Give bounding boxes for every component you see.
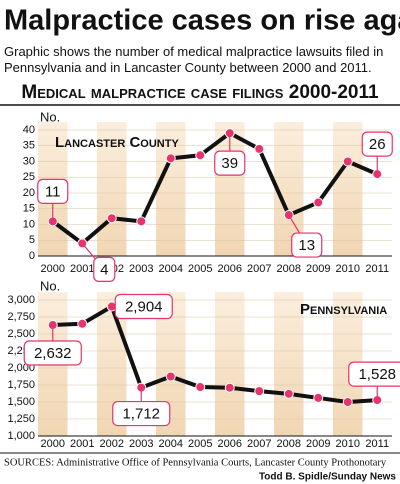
y-tick-label: 20 bbox=[23, 187, 35, 199]
x-tick-label: 2006 bbox=[218, 263, 242, 275]
y-tick-label: 2,500 bbox=[7, 328, 35, 340]
data-label: 1,528 bbox=[358, 366, 396, 383]
column-band bbox=[156, 122, 186, 256]
point bbox=[136, 216, 147, 227]
x-tick-label: 2007 bbox=[247, 438, 271, 450]
x-tick-label: 2011 bbox=[365, 438, 389, 450]
x-tick-label: 2009 bbox=[306, 263, 330, 275]
y-tick-label: 1,750 bbox=[7, 379, 35, 391]
data-label: 2,904 bbox=[125, 298, 163, 315]
point bbox=[313, 197, 324, 208]
y-tick-label: 40 bbox=[23, 124, 35, 136]
data-label: 11 bbox=[45, 183, 61, 200]
x-tick-label: 2000 bbox=[41, 263, 65, 275]
x-tick-label: 2008 bbox=[277, 438, 301, 450]
x-tick-label: 2010 bbox=[336, 263, 360, 275]
point bbox=[313, 392, 324, 403]
y-tick-label: 2,750 bbox=[7, 311, 35, 323]
y-tick-label: 1,000 bbox=[7, 430, 35, 442]
column-band bbox=[333, 122, 363, 256]
y-axis-label: No. bbox=[40, 278, 60, 293]
callout-box bbox=[291, 232, 323, 258]
subtitle: Graphic shows the number of medical malp… bbox=[4, 44, 384, 75]
x-tick-label: 2001 bbox=[70, 438, 94, 450]
credit: Todd B. Spidle/Sunday News bbox=[259, 472, 396, 483]
point bbox=[342, 397, 353, 407]
point bbox=[195, 382, 206, 393]
column-band bbox=[97, 122, 127, 256]
y-tick-label: 30 bbox=[23, 155, 35, 167]
y-tick-label: 1,500 bbox=[7, 396, 35, 408]
point bbox=[283, 388, 294, 399]
point bbox=[224, 382, 235, 393]
x-tick-label: 2004 bbox=[159, 263, 183, 275]
point bbox=[195, 150, 206, 161]
y-tick-label: 35 bbox=[23, 140, 35, 152]
x-tick-label: 2003 bbox=[129, 438, 153, 450]
x-tick-label: 2004 bbox=[159, 438, 183, 450]
callout-box bbox=[37, 178, 69, 204]
y-tick-label: 15 bbox=[23, 203, 35, 215]
x-tick-label: 2005 bbox=[188, 438, 212, 450]
x-tick-label: 2008 bbox=[277, 263, 301, 275]
data-label: 4 bbox=[100, 261, 108, 278]
heading: Medical malpractice case filings 2000-20… bbox=[21, 82, 379, 103]
x-tick-label: 2006 bbox=[218, 438, 242, 450]
x-tick-label: 2011 bbox=[365, 263, 389, 275]
callout-box bbox=[214, 150, 246, 176]
column-band bbox=[274, 292, 304, 436]
line bbox=[51, 131, 379, 246]
y-tick-label: 1,250 bbox=[7, 413, 35, 425]
y-axis-label: No. bbox=[40, 109, 60, 124]
data-label: 1,712 bbox=[122, 406, 160, 423]
x-tick-label: 2003 bbox=[129, 263, 153, 275]
callout-box bbox=[348, 361, 400, 387]
callout-box bbox=[93, 256, 116, 282]
point bbox=[342, 156, 353, 167]
data-label: 2,632 bbox=[34, 345, 72, 362]
x-tick-label: 2000 bbox=[41, 438, 65, 450]
data-label: 39 bbox=[221, 155, 238, 172]
callout-box bbox=[361, 131, 393, 157]
callout-box bbox=[23, 340, 82, 366]
subtitle-box: Graphic shows the number of medical malp… bbox=[4, 44, 384, 75]
series-label: Lancaster County bbox=[55, 134, 179, 151]
y-tick-label: 25 bbox=[23, 171, 35, 183]
y-tick-label: 5 bbox=[29, 234, 35, 246]
data-label: 26 bbox=[369, 136, 386, 153]
y-tick-label: 0 bbox=[29, 250, 35, 262]
series-label: Pennsylvania bbox=[300, 301, 387, 318]
point bbox=[77, 318, 88, 329]
x-tick-label: 2002 bbox=[100, 438, 124, 450]
callout-box bbox=[114, 293, 173, 320]
x-tick-label: 2007 bbox=[247, 263, 271, 275]
title: Malpractice cases on rise again bbox=[4, 5, 400, 37]
x-tick-label: 2009 bbox=[306, 438, 330, 450]
y-tick-label: 3,000 bbox=[7, 294, 35, 306]
y-tick-label: 10 bbox=[23, 218, 35, 230]
point bbox=[254, 143, 265, 154]
column-band bbox=[215, 292, 245, 436]
point bbox=[106, 213, 117, 224]
x-tick-label: 2001 bbox=[70, 263, 94, 275]
callout-box bbox=[112, 400, 171, 427]
data-label: 13 bbox=[298, 237, 315, 254]
point bbox=[165, 153, 176, 164]
sources: SOURCES: Administrative Office of Pennsy… bbox=[4, 457, 387, 468]
point bbox=[165, 371, 176, 382]
x-tick-label: 2010 bbox=[336, 438, 360, 450]
point bbox=[254, 386, 265, 397]
x-tick-label: 2005 bbox=[188, 263, 212, 275]
